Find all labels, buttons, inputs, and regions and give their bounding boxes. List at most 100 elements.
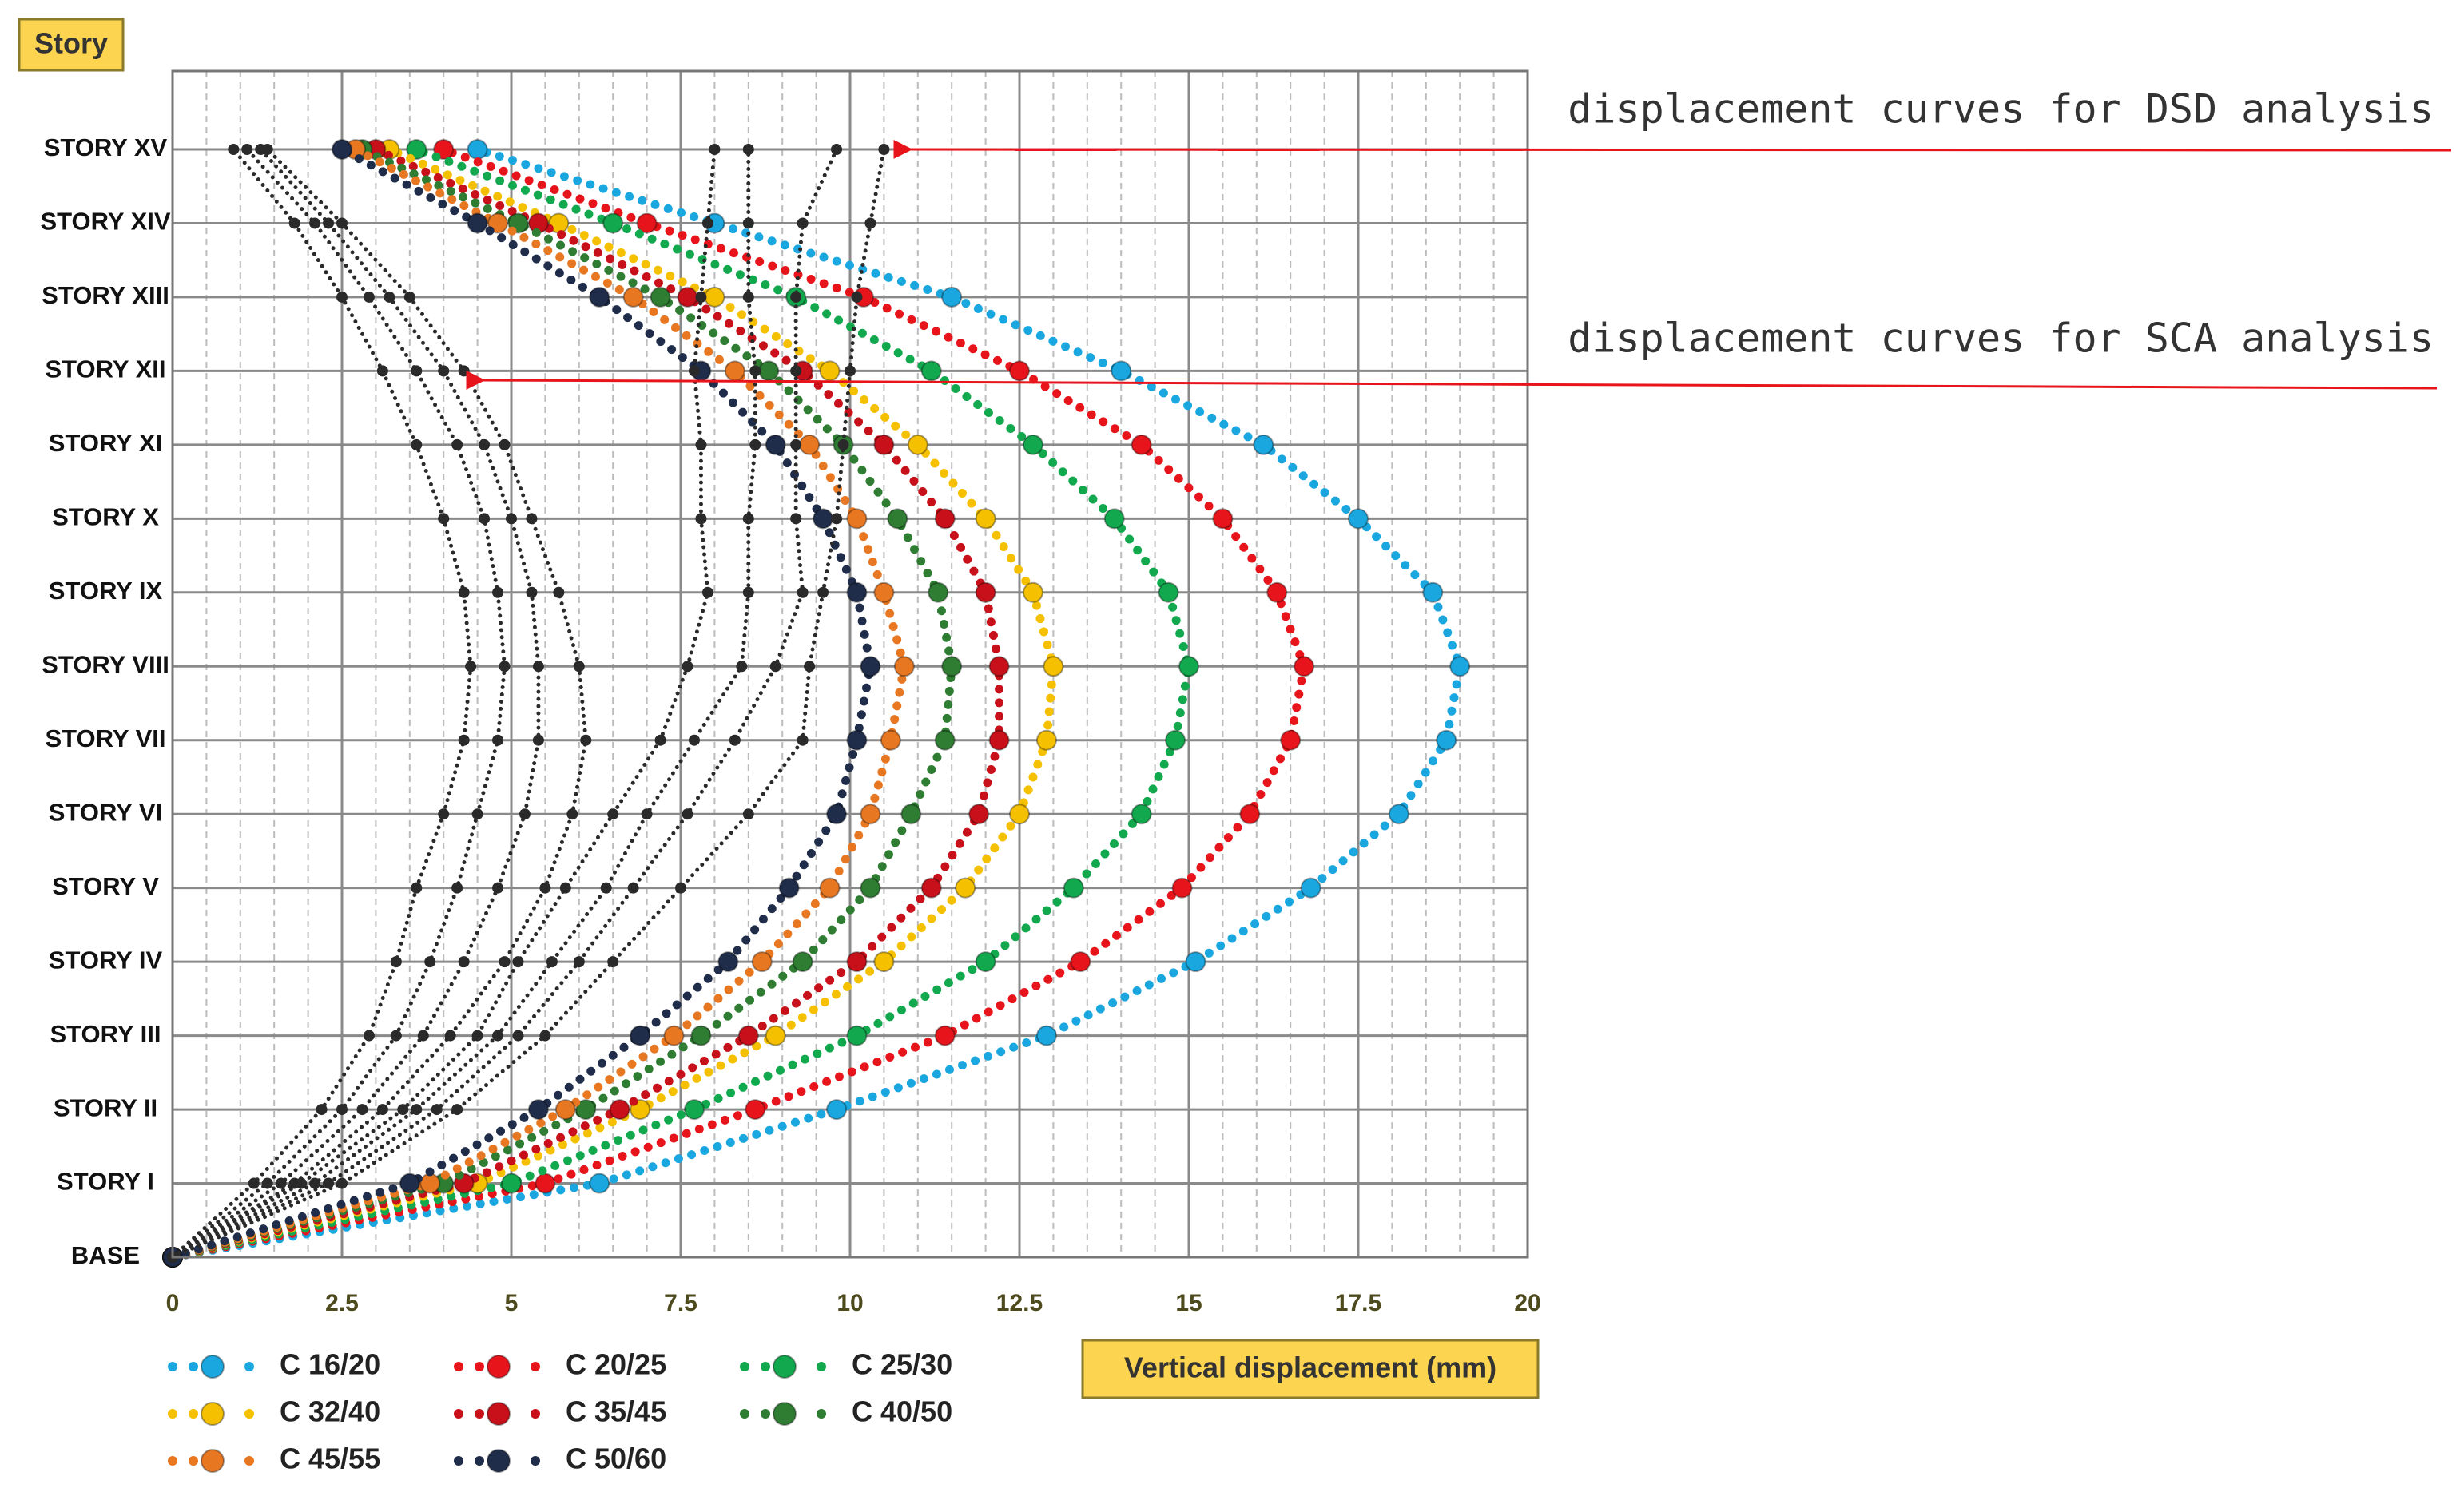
y-tick-label: STORY XI — [49, 429, 162, 457]
data-point — [554, 1099, 576, 1121]
data-point — [975, 581, 996, 603]
data-point — [492, 1030, 504, 1042]
data-point — [873, 951, 895, 973]
data-point — [846, 951, 868, 973]
data-point — [975, 508, 996, 530]
data-point — [1185, 951, 1206, 973]
data-point — [826, 1099, 848, 1121]
data-point — [654, 734, 666, 746]
data-point — [975, 951, 996, 973]
data-point — [1422, 581, 1444, 603]
data-point — [1111, 360, 1132, 382]
data-point — [934, 508, 956, 530]
data-point — [873, 434, 895, 455]
legend-label: C 20/25 — [566, 1348, 666, 1381]
data-point — [846, 508, 868, 530]
data-point — [860, 804, 881, 825]
data-point — [499, 661, 511, 673]
data-point — [532, 734, 544, 746]
data-point — [688, 734, 700, 746]
data-point — [458, 734, 470, 746]
data-point — [742, 513, 754, 525]
series-line — [170, 147, 473, 1260]
data-point — [934, 1025, 956, 1046]
data-point — [384, 291, 395, 303]
data-point — [559, 882, 571, 894]
series-line — [170, 147, 757, 1260]
series-line — [170, 147, 507, 1260]
data-point — [438, 808, 450, 820]
data-point — [519, 808, 531, 820]
x-tick-label: 20 — [1514, 1290, 1540, 1316]
data-point — [458, 586, 470, 598]
data-point — [928, 581, 949, 603]
data-point — [837, 438, 849, 450]
x-tick-label: 10 — [837, 1290, 863, 1316]
data-point — [758, 360, 780, 382]
data-point — [575, 1099, 597, 1121]
data-point — [1070, 951, 1091, 973]
data-point — [941, 286, 963, 308]
data-point — [797, 734, 809, 746]
data-point — [1280, 729, 1302, 751]
data-point — [845, 365, 856, 377]
data-point — [695, 438, 707, 450]
data-point — [749, 438, 761, 450]
data-point — [769, 661, 781, 673]
data-point — [1266, 581, 1288, 603]
data-point — [1212, 508, 1234, 530]
legend-marker — [244, 1362, 254, 1371]
data-point — [609, 1099, 630, 1121]
y-label-box — [18, 18, 125, 72]
data-point — [399, 1173, 420, 1194]
data-point — [275, 1177, 287, 1189]
data-point — [316, 1104, 328, 1116]
data-point — [363, 291, 375, 303]
data-point — [737, 1025, 759, 1046]
legend-label: C 25/30 — [852, 1348, 952, 1381]
y-tick-label: STORY VII — [45, 724, 165, 752]
data-point — [356, 1104, 368, 1116]
data-point — [636, 212, 658, 234]
annotation: displacement curves for SCA analysis — [1568, 315, 2434, 362]
legend-marker — [168, 1456, 177, 1466]
x-tick-label: 12.5 — [996, 1290, 1043, 1316]
data-point — [622, 286, 644, 308]
data-point — [742, 586, 754, 598]
data-point — [717, 951, 739, 973]
data-point — [376, 365, 388, 377]
data-point — [797, 217, 809, 229]
data-point — [261, 1177, 273, 1189]
data-point — [790, 291, 802, 303]
data-point — [424, 956, 436, 968]
data-point — [288, 217, 300, 229]
series-line — [168, 145, 1309, 1262]
data-point — [607, 956, 619, 968]
data-point — [411, 438, 423, 450]
data-point — [799, 434, 821, 455]
data-point — [261, 144, 273, 155]
data-point — [736, 661, 748, 673]
data-point — [1131, 434, 1152, 455]
y-tick-label: STORY III — [50, 1020, 161, 1048]
data-point — [573, 661, 585, 673]
data-point — [831, 513, 843, 525]
data-point — [742, 217, 754, 229]
data-point — [742, 144, 754, 155]
data-point — [499, 956, 511, 968]
data-point — [1348, 508, 1369, 530]
data-point — [501, 1173, 522, 1194]
x-tick-label: 5 — [505, 1290, 519, 1316]
y-tick-label: STORY XIV — [40, 208, 170, 236]
legend-marker — [475, 1456, 484, 1466]
annotation-arrow — [466, 370, 2438, 390]
data-point — [682, 661, 693, 673]
data-point — [323, 217, 335, 229]
data-point — [742, 291, 754, 303]
data-point — [499, 438, 511, 450]
series-line — [170, 147, 588, 1260]
y-tick-label: STORY X — [52, 503, 159, 531]
data-point — [363, 1030, 375, 1042]
legend-marker — [773, 1402, 797, 1426]
